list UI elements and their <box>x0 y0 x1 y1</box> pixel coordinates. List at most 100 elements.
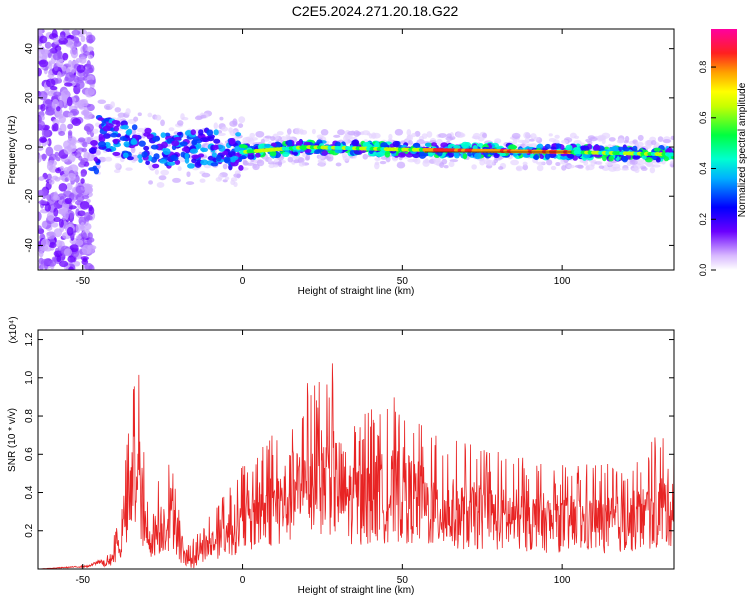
spectral-blob <box>573 139 582 145</box>
spectral-blob <box>71 118 82 127</box>
spectral-blob <box>318 162 325 167</box>
spectral-blob <box>46 231 56 240</box>
spectral-blob <box>198 129 204 136</box>
spectral-blob <box>311 128 316 135</box>
spectral-blob <box>81 147 88 153</box>
spectral-blob <box>147 155 153 162</box>
x-tick-label: 0 <box>240 276 246 287</box>
spectral-blob <box>145 160 151 166</box>
spectral-blob <box>232 118 238 126</box>
snr-y-label: SNR (10 * v/v) <box>7 408 18 472</box>
spectral-blob <box>524 137 531 143</box>
spectral-blob <box>87 152 95 162</box>
spectral-blob <box>67 112 74 118</box>
spectral-blob <box>38 142 42 147</box>
spectral-blob <box>79 56 87 64</box>
spectral-blob <box>51 29 58 39</box>
spectral-blob <box>82 257 88 263</box>
spectral-blob <box>125 167 133 171</box>
spectral-blob <box>388 133 393 140</box>
spectral-blob <box>544 153 551 160</box>
spectral-blob <box>223 157 232 164</box>
spectral-blob <box>76 64 86 73</box>
spectral-blob <box>295 140 303 146</box>
spectral-blob <box>58 115 66 124</box>
spectral-blob <box>130 137 137 145</box>
spectral-blob <box>133 116 139 122</box>
spectral-blob <box>153 153 160 160</box>
spectral-blob <box>38 176 45 181</box>
spectral-blob <box>114 107 122 113</box>
spectral-blob <box>375 151 385 157</box>
spectral-blob <box>634 167 640 174</box>
spectral-blob <box>217 132 226 136</box>
spectral-blob <box>426 131 433 138</box>
spectral-blob <box>113 125 120 132</box>
spectral-blob <box>67 143 77 153</box>
spectral-blob <box>98 133 104 140</box>
y-tick-label: 0.2 <box>24 523 35 537</box>
spectral-blob <box>424 158 429 163</box>
spectral-blob <box>446 133 452 139</box>
spectral-blob <box>448 161 455 168</box>
spectral-blob <box>84 69 91 75</box>
spectral-blob <box>38 154 42 163</box>
spectral-blob <box>255 152 261 158</box>
x-tick-label: 50 <box>397 575 409 586</box>
spectral-blob <box>668 152 674 157</box>
spectral-blob <box>240 155 247 159</box>
spectral-blob <box>177 166 182 172</box>
spectral-blob <box>238 116 246 124</box>
spectral-blob <box>160 141 168 149</box>
spectral-blob <box>121 124 129 130</box>
spectral-blob <box>498 166 504 170</box>
spectral-blob <box>40 258 51 267</box>
y-tick-label: 1.2 <box>24 332 35 346</box>
spectral-blob <box>561 164 567 171</box>
spectral-blob <box>56 71 62 80</box>
spectral-blob <box>544 143 551 150</box>
spectral-blob <box>269 136 276 141</box>
spectral-blob <box>624 135 630 143</box>
spectral-blob <box>230 177 238 182</box>
spectral-blob <box>79 159 86 166</box>
spectral-blob <box>533 136 540 141</box>
spectral-blob <box>653 147 661 152</box>
spectral-blob <box>631 158 636 165</box>
spectral-blob <box>189 148 199 154</box>
spectral-blob <box>147 112 153 118</box>
spectral-blob <box>621 155 628 163</box>
colorbar-tick-label: 0.2 <box>698 213 708 226</box>
spectral-blob <box>215 177 222 182</box>
snr-series-line <box>38 363 674 569</box>
spectral-blob <box>155 114 162 121</box>
spectral-blob <box>41 128 51 139</box>
spectral-blob <box>580 142 585 146</box>
spectral-blob <box>247 153 255 160</box>
spectral-blob <box>228 127 233 133</box>
spectral-blob <box>76 80 85 89</box>
spectral-blob <box>38 90 48 101</box>
spectral-blob <box>45 146 54 157</box>
spectrogram-y-label: Frequency (Hz) <box>7 116 18 185</box>
spectral-blob <box>48 260 57 267</box>
spectral-blob <box>335 162 342 167</box>
spectral-blob <box>412 142 421 149</box>
spectral-blob <box>191 158 197 164</box>
spectral-blob <box>90 139 98 146</box>
spectrogram-y-ticks: -40 -20 0 20 40 <box>24 43 674 253</box>
spectral-blob <box>249 132 256 138</box>
spectral-blob <box>53 36 60 45</box>
colorbar-tick-label: 0.4 <box>698 162 708 175</box>
spectral-blob <box>148 180 154 185</box>
spectral-blob <box>105 148 112 152</box>
spectral-blob <box>353 130 360 137</box>
spectral-blob <box>68 153 76 163</box>
colorbar-label: Normalized spectral amplitude <box>737 82 748 217</box>
spectral-blob <box>536 143 544 150</box>
spectral-blob <box>438 133 447 138</box>
spectral-blob <box>78 155 83 161</box>
spectral-blob <box>297 157 305 164</box>
spectral-blob <box>269 150 277 157</box>
spectral-blob <box>38 115 42 124</box>
